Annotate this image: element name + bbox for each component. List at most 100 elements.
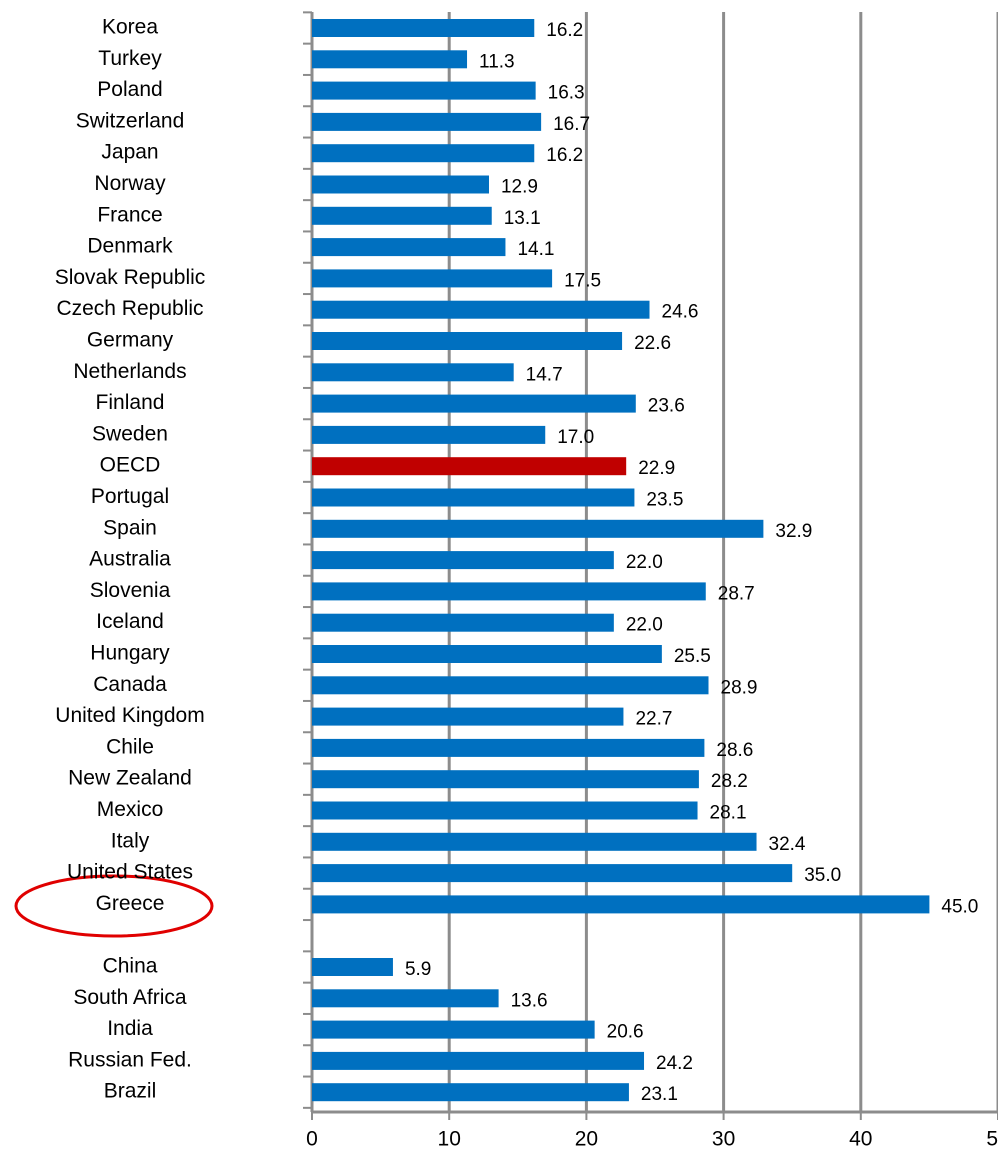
category-label: Turkey (98, 47, 162, 70)
bar (312, 50, 468, 69)
value-label: 32.9 (775, 521, 812, 542)
category-label: OECD (100, 454, 161, 477)
bar (312, 238, 506, 257)
value-label: 23.5 (646, 490, 683, 511)
bar (312, 394, 636, 413)
category-label: France (97, 203, 162, 226)
value-label: 20.6 (607, 1022, 644, 1043)
category-label: Hungary (90, 642, 170, 665)
value-label: 24.6 (662, 302, 699, 323)
category-label: Denmark (87, 235, 173, 258)
bar (312, 1051, 645, 1070)
value-label: 22.0 (626, 552, 663, 573)
category-label: Finland (96, 391, 165, 414)
value-label: 28.2 (711, 771, 748, 792)
bar (312, 488, 635, 507)
bar (312, 1020, 595, 1039)
value-label: 35.0 (804, 865, 841, 886)
bar (312, 269, 553, 288)
category-label: Canada (93, 673, 167, 696)
bar (312, 958, 393, 976)
category-label: Norway (94, 172, 166, 195)
category-label: United States (67, 861, 193, 884)
category-label: Slovenia (90, 579, 171, 602)
category-label: South Africa (73, 986, 187, 1009)
bar (312, 613, 614, 632)
category-label: Iceland (96, 610, 164, 633)
value-label: 16.2 (546, 145, 583, 166)
value-label: 16.2 (546, 20, 583, 41)
category-label: United Kingdom (55, 704, 204, 727)
category-label: Japan (101, 141, 158, 164)
bar (312, 81, 536, 100)
x-tick-label: 30 (712, 1128, 735, 1150)
value-label: 12.9 (501, 177, 538, 198)
category-label: Slovak Republic (55, 266, 206, 289)
value-label: 28.6 (716, 740, 753, 761)
value-label: 28.7 (718, 583, 755, 604)
x-tick-label: 0 (306, 1128, 318, 1150)
category-label: Australia (89, 548, 171, 571)
bar (312, 864, 793, 883)
value-label: 13.1 (504, 208, 541, 229)
x-tick-label: 40 (849, 1128, 872, 1150)
category-label: New Zealand (68, 767, 192, 790)
category-label: China (103, 955, 158, 978)
bar (312, 801, 698, 820)
bar (312, 332, 623, 350)
value-label: 17.0 (557, 427, 594, 448)
value-label: 22.9 (638, 458, 675, 479)
bar (312, 425, 546, 444)
bar (312, 144, 535, 163)
bar (312, 206, 492, 225)
value-label: 28.1 (710, 803, 747, 824)
category-label: Switzerland (76, 109, 185, 132)
value-label: 24.2 (656, 1053, 693, 1074)
x-tick-label: 20 (575, 1128, 598, 1150)
bar (312, 707, 624, 726)
bar (312, 645, 662, 663)
category-label: Netherlands (73, 360, 186, 383)
bar (312, 551, 614, 570)
category-label: Sweden (92, 422, 168, 445)
category-label: India (107, 1017, 153, 1040)
category-label: Mexico (97, 798, 164, 821)
value-label: 23.1 (641, 1084, 678, 1105)
value-label: 13.6 (511, 990, 548, 1011)
category-label: Poland (97, 78, 162, 101)
value-label: 25.5 (674, 646, 711, 667)
category-label: Spain (103, 516, 157, 539)
bar (312, 895, 930, 914)
value-label: 11.3 (479, 51, 515, 72)
bar (312, 519, 764, 538)
category-label: Korea (102, 16, 158, 39)
category-label: Czech Republic (56, 297, 203, 320)
bar (312, 19, 535, 37)
value-label: 23.6 (648, 396, 685, 417)
bar (312, 989, 499, 1008)
value-label: 5.9 (405, 959, 431, 980)
value-label: 45.0 (941, 896, 978, 917)
bar (312, 1083, 629, 1102)
bar (312, 300, 650, 319)
category-label: Germany (87, 329, 174, 352)
category-label: Chile (106, 735, 154, 758)
bar (312, 112, 542, 131)
value-label: 14.1 (517, 239, 554, 260)
category-label: Greece (96, 892, 165, 915)
highlight-ellipse (14, 874, 214, 938)
value-label: 22.7 (635, 709, 672, 730)
category-label: Russian Fed. (68, 1048, 192, 1071)
bar (312, 363, 514, 382)
value-label: 28.9 (721, 677, 758, 698)
bar (312, 676, 709, 695)
category-label: Italy (111, 829, 150, 852)
x-tick-label: 50 (986, 1128, 998, 1150)
value-label: 32.4 (769, 834, 806, 855)
category-label: Brazil (104, 1080, 157, 1103)
value-label: 16.3 (548, 83, 585, 104)
bar (312, 832, 757, 851)
value-label: 22.0 (626, 615, 663, 636)
bar (312, 457, 627, 476)
bar (312, 582, 706, 601)
